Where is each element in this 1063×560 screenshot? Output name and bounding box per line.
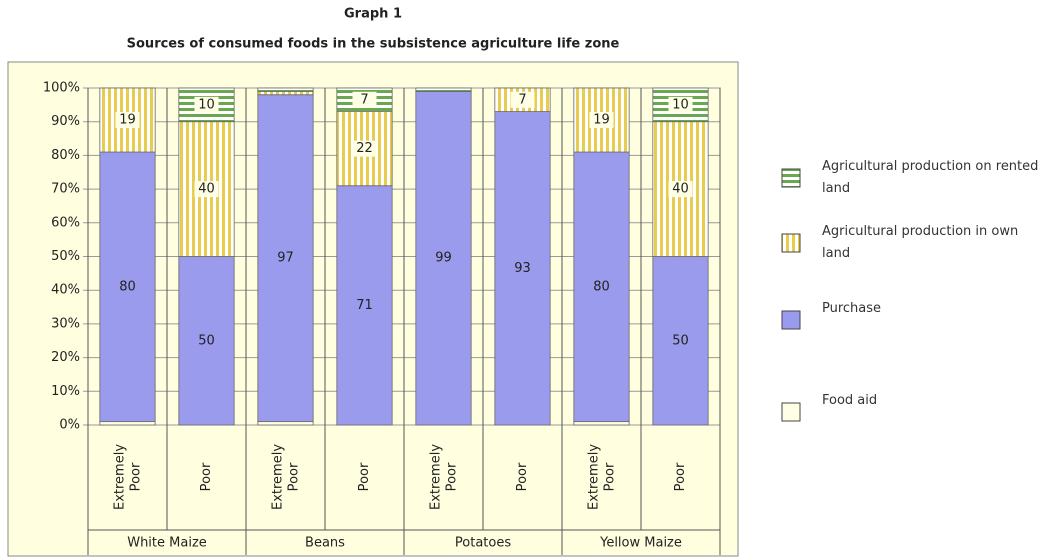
bar-segment (573, 151, 630, 423)
data-label: 97 (277, 251, 294, 266)
x-tick-label: ExtremelyPoor (428, 444, 459, 510)
x-tick-label: ExtremelyPoor (586, 444, 617, 510)
data-label: 7 (360, 92, 368, 107)
data-label: 71 (356, 298, 373, 313)
group-label: Yellow Maize (599, 536, 682, 551)
label-bg (194, 181, 219, 198)
label-bg (589, 112, 614, 129)
x-tick-label: Poor (199, 462, 214, 491)
data-label: 19 (593, 113, 610, 128)
y-tick-label: 90% (51, 114, 80, 129)
bar-segment (178, 87, 235, 123)
bar-segment (415, 90, 472, 426)
y-tick-label: 20% (51, 350, 80, 365)
legend-label: Agricultural production on rented land (822, 159, 1039, 196)
bar-segment (652, 256, 709, 426)
bar-segment (257, 421, 314, 426)
group-label: Potatoes (455, 536, 511, 551)
legend-label: Purchase (822, 301, 882, 316)
bar-segment (99, 421, 156, 426)
label-bg (115, 112, 140, 129)
bar-segment (99, 151, 156, 423)
bar-segment (178, 256, 235, 426)
bar-segment (494, 111, 551, 426)
label-bg (352, 140, 377, 157)
y-tick-label: 70% (51, 182, 80, 197)
label-bg (194, 96, 219, 113)
chart-subtitle: Sources of consumed foods in the subsist… (127, 37, 620, 52)
data-label: 10 (672, 97, 689, 112)
data-label: 19 (119, 113, 136, 128)
label-bg (352, 91, 377, 108)
x-tick-label: Poor (357, 462, 372, 491)
data-label: 80 (593, 279, 610, 294)
label-bg (510, 91, 535, 108)
y-tick-label: 100% (43, 81, 80, 96)
y-tick-label: 30% (51, 316, 80, 331)
bar-segment (257, 94, 314, 423)
x-tick-label: ExtremelyPoor (270, 444, 301, 510)
legend-swatch (781, 310, 801, 330)
y-tick-label: 0% (59, 418, 80, 433)
bar-segment (257, 90, 314, 96)
data-label: 22 (356, 141, 373, 156)
x-tick-label: Poor (515, 462, 530, 491)
data-label: 80 (119, 279, 136, 294)
label-bg (668, 96, 693, 113)
legend-swatch (781, 233, 801, 253)
x-tick-label: ExtremelyPoor (112, 444, 143, 510)
y-tick-label: 80% (51, 148, 80, 163)
legend-label: Food aid (822, 393, 878, 408)
x-tick-label: Poor (673, 462, 688, 491)
data-label: 50 (672, 333, 689, 348)
label-bg (668, 181, 693, 198)
chart-title: Graph 1 (344, 7, 402, 22)
bar-segment (257, 87, 314, 92)
bar-segment (415, 87, 472, 92)
bar-segment (573, 421, 630, 426)
y-tick-label: 50% (51, 249, 80, 264)
data-label: 10 (198, 97, 215, 112)
legend-swatch (781, 168, 801, 188)
data-label: 50 (198, 333, 215, 348)
y-tick-label: 60% (51, 215, 80, 230)
y-tick-label: 10% (51, 384, 80, 399)
data-label: 99 (435, 251, 452, 266)
legend-swatch (781, 402, 801, 422)
data-label: 40 (672, 182, 689, 197)
data-label: 93 (514, 261, 531, 276)
y-tick-label: 40% (51, 283, 80, 298)
group-label: White Maize (127, 536, 207, 551)
data-label: 40 (198, 182, 215, 197)
data-label: 7 (518, 92, 526, 107)
legend-label: Agricultural production in own land (822, 224, 1019, 261)
group-label: Beans (305, 536, 345, 551)
